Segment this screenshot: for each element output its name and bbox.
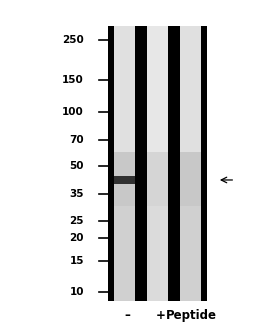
Bar	[147, 26, 168, 152]
Text: Peptide: Peptide	[166, 309, 217, 322]
Text: 50: 50	[69, 161, 84, 171]
Text: 20: 20	[69, 233, 84, 243]
Text: +: +	[156, 309, 166, 322]
Text: 25: 25	[69, 215, 84, 226]
Text: 70: 70	[69, 135, 84, 145]
Text: 35: 35	[69, 189, 84, 199]
Bar	[180, 152, 201, 206]
Text: 100: 100	[62, 107, 84, 117]
Text: –: –	[125, 309, 130, 322]
Bar	[147, 152, 168, 206]
Text: 250: 250	[62, 35, 84, 45]
Bar	[114, 206, 135, 301]
Bar	[147, 206, 168, 301]
Bar	[108, 26, 114, 301]
Bar	[174, 26, 180, 301]
Bar	[180, 26, 201, 152]
Bar	[114, 152, 135, 206]
Bar	[147, 26, 168, 301]
Bar	[114, 26, 135, 152]
Text: 10: 10	[69, 287, 84, 297]
Bar	[168, 26, 174, 301]
Bar	[201, 26, 207, 301]
Text: 15: 15	[69, 256, 84, 266]
Bar	[180, 206, 201, 301]
Bar	[135, 26, 141, 301]
Bar	[108, 26, 207, 301]
Bar	[114, 176, 135, 184]
Bar	[141, 26, 147, 301]
Text: 150: 150	[62, 75, 84, 85]
